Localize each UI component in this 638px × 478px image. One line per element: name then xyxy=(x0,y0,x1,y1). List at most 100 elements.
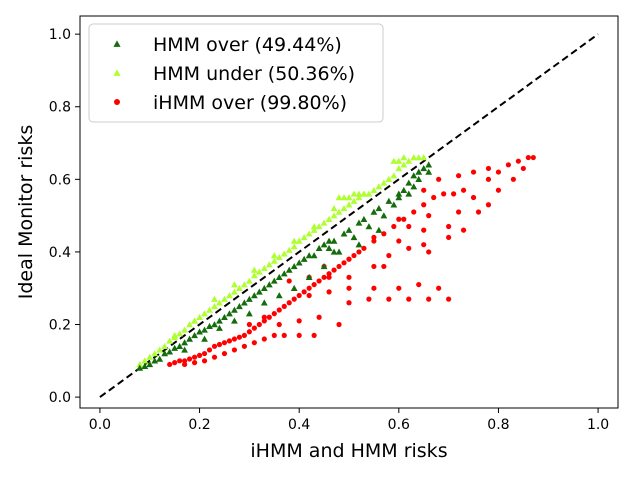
data-point xyxy=(446,223,452,230)
data-point xyxy=(470,194,477,201)
data-point xyxy=(345,194,353,201)
data-point xyxy=(326,274,332,280)
data-point xyxy=(310,223,318,230)
data-point xyxy=(326,289,332,295)
data-point xyxy=(251,325,257,331)
data-point xyxy=(241,332,247,339)
data-point xyxy=(240,299,248,306)
data-point xyxy=(191,360,198,366)
data-point xyxy=(167,361,173,368)
data-point xyxy=(320,219,328,226)
data-point xyxy=(141,357,149,364)
data-point xyxy=(281,332,287,339)
data-point xyxy=(260,284,268,291)
data-point xyxy=(485,165,492,172)
data-point xyxy=(390,201,398,208)
data-point xyxy=(260,264,268,271)
data-point xyxy=(236,284,243,291)
data-point xyxy=(255,288,263,295)
data-point xyxy=(250,266,258,273)
data-point xyxy=(455,209,462,215)
data-point xyxy=(211,295,218,302)
data-point xyxy=(265,261,273,268)
data-point xyxy=(151,350,159,357)
data-point xyxy=(360,215,368,222)
data-point xyxy=(375,204,383,212)
data-point xyxy=(421,242,427,248)
data-point xyxy=(495,169,502,175)
legend-marker xyxy=(114,99,120,105)
data-point xyxy=(340,204,348,212)
data-point xyxy=(525,154,531,161)
data-point xyxy=(336,263,342,270)
data-point xyxy=(265,281,273,288)
data-point xyxy=(206,306,213,313)
data-point xyxy=(370,208,378,215)
data-point xyxy=(370,186,378,193)
data-point xyxy=(391,223,397,230)
data-point xyxy=(250,272,258,279)
y-tick-label: 0.8 xyxy=(49,100,71,116)
data-point xyxy=(136,361,144,368)
x-tick-label: 0.2 xyxy=(188,417,210,433)
data-point xyxy=(326,271,332,277)
data-point xyxy=(300,255,308,262)
data-point xyxy=(177,358,183,364)
data-point xyxy=(270,257,278,264)
data-point xyxy=(406,296,412,302)
data-point xyxy=(201,326,208,333)
data-point xyxy=(460,227,467,233)
data-point xyxy=(351,252,357,259)
data-point xyxy=(290,237,298,244)
data-point xyxy=(320,241,328,248)
data-point xyxy=(221,350,228,357)
data-point xyxy=(211,354,218,360)
data-point xyxy=(266,314,272,320)
data-point xyxy=(381,231,387,237)
data-point xyxy=(345,226,353,233)
data-point xyxy=(275,253,283,261)
data-point xyxy=(380,212,388,219)
data-point xyxy=(371,238,377,244)
data-point xyxy=(196,313,203,320)
legend-entry-label: HMM under (50.36%) xyxy=(153,63,355,85)
data-point xyxy=(281,303,287,309)
legend-marker xyxy=(113,69,121,76)
data-point xyxy=(340,194,348,201)
data-point xyxy=(211,321,218,328)
data-point xyxy=(530,154,536,161)
data-point xyxy=(310,226,318,233)
data-point xyxy=(510,176,516,182)
data-point xyxy=(411,209,417,215)
data-point xyxy=(231,306,238,313)
data-point xyxy=(300,234,308,241)
data-point xyxy=(241,343,247,349)
data-point xyxy=(245,310,253,317)
data-point xyxy=(350,197,358,204)
data-point xyxy=(320,263,328,270)
data-point xyxy=(396,285,402,291)
data-point xyxy=(286,278,292,284)
data-point xyxy=(305,230,313,237)
data-point xyxy=(176,330,184,337)
data-point xyxy=(455,173,462,179)
data-point xyxy=(186,321,193,328)
data-point xyxy=(425,161,433,168)
data-point xyxy=(395,165,403,172)
data-point xyxy=(446,234,452,241)
data-point xyxy=(270,277,278,284)
data-point xyxy=(246,321,252,328)
series-2 xyxy=(167,154,536,368)
data-point xyxy=(206,347,213,353)
data-point xyxy=(290,284,298,291)
data-point xyxy=(421,202,427,208)
data-point xyxy=(275,292,283,299)
data-point xyxy=(335,208,343,215)
data-point xyxy=(405,157,413,164)
data-point xyxy=(380,179,388,186)
data-point xyxy=(161,350,169,357)
data-point xyxy=(231,281,238,288)
data-point xyxy=(261,314,267,320)
data-point xyxy=(216,324,223,331)
legend-box xyxy=(88,23,384,123)
